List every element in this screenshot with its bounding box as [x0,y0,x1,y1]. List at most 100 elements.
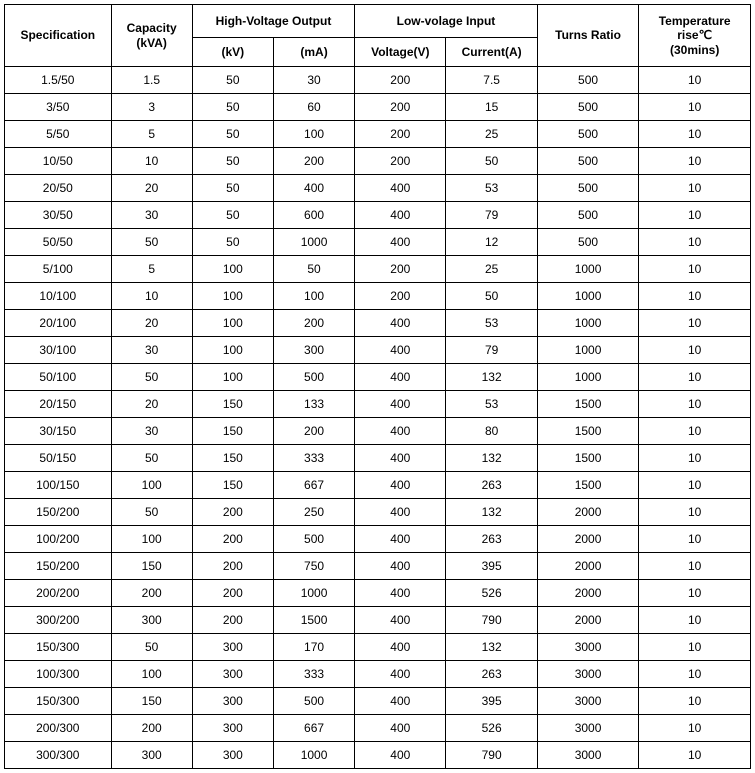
col-hv-kv: (kV) [192,38,273,67]
table-cell: 150 [192,472,273,499]
table-cell: 200 [192,607,273,634]
table-cell: 1000 [537,310,638,337]
table-cell: 132 [446,364,537,391]
table-cell: 400 [355,715,446,742]
table-cell: 150 [192,418,273,445]
table-cell: 150/200 [5,499,112,526]
table-cell: 10 [639,553,751,580]
table-cell: 150 [192,391,273,418]
table-cell: 10 [639,94,751,121]
table-cell: 400 [355,472,446,499]
table-cell: 10 [639,715,751,742]
table-cell: 1000 [537,337,638,364]
table-cell: 50 [192,94,273,121]
table-cell: 10 [639,526,751,553]
table-cell: 20 [111,310,192,337]
table-cell: 400 [355,175,446,202]
table-row: 20/1002010020040053100010 [5,310,751,337]
table-cell: 150 [111,688,192,715]
table-cell: 400 [355,499,446,526]
table-cell: 100/200 [5,526,112,553]
table-cell: 12 [446,229,537,256]
table-cell: 400 [355,337,446,364]
table-cell: 100 [111,661,192,688]
table-cell: 10 [639,337,751,364]
col-turns: Turns Ratio [537,5,638,67]
table-row: 100/300100300333400263300010 [5,661,751,688]
table-row: 10/1001010010020050100010 [5,283,751,310]
table-cell: 30/150 [5,418,112,445]
table-cell: 3000 [537,742,638,769]
table-cell: 395 [446,553,537,580]
table-cell: 200/300 [5,715,112,742]
table-cell: 30/50 [5,202,112,229]
table-row: 300/3003003001000400790300010 [5,742,751,769]
table-cell: 100 [192,283,273,310]
table-cell: 10 [639,202,751,229]
table-cell: 30 [111,418,192,445]
col-capacity: Capacity (kVA) [111,5,192,67]
table-cell: 400 [355,229,446,256]
table-cell: 500 [537,121,638,148]
table-row: 150/200150200750400395200010 [5,553,751,580]
table-cell: 100 [192,364,273,391]
table-cell: 50 [111,229,192,256]
table-cell: 2000 [537,526,638,553]
table-cell: 400 [355,661,446,688]
table-row: 150/30050300170400132300010 [5,634,751,661]
table-cell: 10 [639,607,751,634]
table-cell: 1500 [537,418,638,445]
table-cell: 200 [111,580,192,607]
table-cell: 300 [192,634,273,661]
table-cell: 79 [446,337,537,364]
table-row: 200/2002002001000400526200010 [5,580,751,607]
table-cell: 667 [273,715,354,742]
table-cell: 79 [446,202,537,229]
table-row: 150/300150300500400395300010 [5,688,751,715]
table-row: 200/300200300667400526300010 [5,715,751,742]
table-cell: 10 [639,229,751,256]
table-cell: 50 [192,121,273,148]
table-cell: 10/100 [5,283,112,310]
table-cell: 150 [111,553,192,580]
table-cell: 526 [446,580,537,607]
table-cell: 500 [273,688,354,715]
table-cell: 400 [355,553,446,580]
table-row: 20/5020504004005350010 [5,175,751,202]
table-cell: 53 [446,175,537,202]
table-row: 100/150100150667400263150010 [5,472,751,499]
table-cell: 5/50 [5,121,112,148]
table-cell: 263 [446,661,537,688]
table-cell: 400 [355,580,446,607]
col-specification: Specification [5,5,112,67]
table-cell: 50 [192,175,273,202]
table-cell: 3000 [537,715,638,742]
table-cell: 790 [446,742,537,769]
table-cell: 395 [446,688,537,715]
table-cell: 7.5 [446,67,537,94]
table-cell: 200 [111,715,192,742]
table-row: 50/10050100500400132100010 [5,364,751,391]
table-cell: 200 [355,94,446,121]
table-cell: 100 [273,283,354,310]
table-cell: 500 [537,175,638,202]
table-cell: 200 [192,499,273,526]
table-cell: 400 [355,445,446,472]
table-cell: 100 [111,472,192,499]
table-cell: 1000 [537,256,638,283]
table-cell: 400 [273,175,354,202]
col-temp: Temperature rise℃ (30mins) [639,5,751,67]
table-cell: 500 [537,94,638,121]
table-row: 100/200100200500400263200010 [5,526,751,553]
table-cell: 10 [639,391,751,418]
table-cell: 263 [446,472,537,499]
table-cell: 1500 [273,607,354,634]
table-cell: 150/300 [5,688,112,715]
table-cell: 400 [355,742,446,769]
table-cell: 25 [446,256,537,283]
table-cell: 200 [273,310,354,337]
table-cell: 100 [192,337,273,364]
table-cell: 150 [192,445,273,472]
table-cell: 1000 [273,229,354,256]
spec-table: Specification Capacity (kVA) High-Voltag… [4,4,751,769]
